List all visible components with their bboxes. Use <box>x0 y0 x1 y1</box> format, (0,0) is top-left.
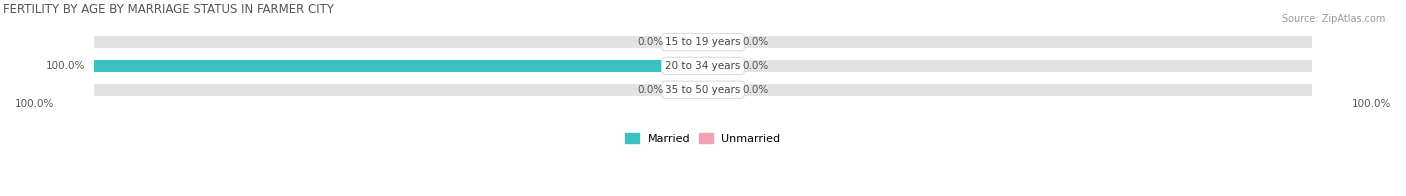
Bar <box>703 36 734 48</box>
Bar <box>672 36 703 48</box>
Text: 15 to 19 years: 15 to 19 years <box>665 37 741 47</box>
Text: 0.0%: 0.0% <box>742 37 769 47</box>
Bar <box>703 60 1312 72</box>
Text: FERTILITY BY AGE BY MARRIAGE STATUS IN FARMER CITY: FERTILITY BY AGE BY MARRIAGE STATUS IN F… <box>3 3 333 16</box>
Bar <box>672 83 703 96</box>
Bar <box>94 60 703 72</box>
Text: 0.0%: 0.0% <box>742 61 769 71</box>
Text: 0.0%: 0.0% <box>637 37 664 47</box>
Bar <box>94 83 703 96</box>
Text: 100.0%: 100.0% <box>15 99 55 109</box>
Text: 0.0%: 0.0% <box>637 85 664 95</box>
Text: 100.0%: 100.0% <box>1351 99 1391 109</box>
Text: 100.0%: 100.0% <box>45 61 84 71</box>
Text: 20 to 34 years: 20 to 34 years <box>665 61 741 71</box>
Bar <box>703 60 734 72</box>
Bar <box>703 83 1312 96</box>
Bar <box>94 36 703 48</box>
Text: 0.0%: 0.0% <box>742 85 769 95</box>
Bar <box>703 36 1312 48</box>
Legend: Married, Unmarried: Married, Unmarried <box>621 129 785 148</box>
Bar <box>94 60 703 72</box>
Bar <box>703 83 734 96</box>
Text: 35 to 50 years: 35 to 50 years <box>665 85 741 95</box>
Text: Source: ZipAtlas.com: Source: ZipAtlas.com <box>1281 14 1385 24</box>
